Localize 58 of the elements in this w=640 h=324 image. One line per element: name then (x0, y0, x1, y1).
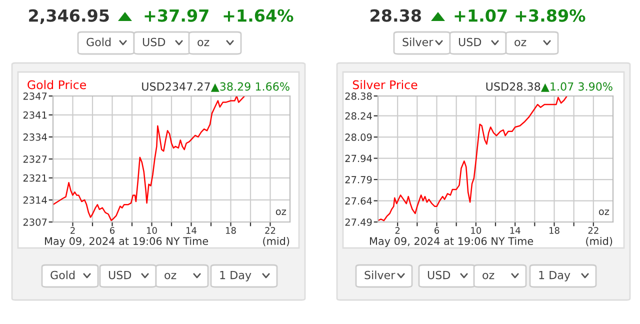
x-tick-label: 10 (147, 227, 157, 234)
y-tick-label: 2314 (23, 196, 47, 204)
y-tick-label: 2327 (23, 155, 47, 163)
y-tick-label: 27.79 (345, 176, 372, 184)
chart-subtitle: USD2347.27 (142, 82, 210, 91)
text: oz (482, 272, 494, 280)
annotation: oz (598, 209, 610, 216)
x-tick-label: 22 (588, 227, 598, 234)
x-tick-label: 10 (471, 227, 482, 234)
y-tick-label: 28.24 (345, 112, 372, 120)
x-tick-label: 18 (550, 227, 560, 234)
text: Silver (364, 270, 396, 280)
x-tick-label: 2 (70, 227, 75, 234)
y-tick-label: 27.64 (345, 197, 372, 205)
y-tick-label: 28.09 (345, 134, 372, 141)
text: USD (458, 38, 482, 46)
text: (mid) (263, 236, 290, 246)
x-tick-label: 14 (186, 227, 196, 234)
x-tick-label: 14 (510, 227, 520, 234)
y-tick-label: 2307 (23, 218, 47, 226)
y-tick-label: 27.49 (345, 218, 372, 226)
x-tick-label: 22 (265, 227, 276, 234)
text: +37.97 (144, 9, 208, 22)
chart-title: Silver Price (352, 80, 418, 90)
text: Silver (402, 38, 434, 46)
text: Gold (50, 270, 75, 280)
text: oz (198, 40, 210, 46)
text: 1 Day (539, 270, 570, 282)
text: +1.07 (454, 9, 507, 22)
chart-title: Gold Price (28, 80, 86, 90)
y-tick-label: 2347 (23, 92, 47, 100)
x-tick-label: 6 (434, 227, 440, 234)
text: USD (142, 38, 166, 46)
text: ▲1.07 3.90% (540, 82, 612, 92)
chart-subtitle: USD28.38 (486, 82, 540, 91)
text: 28.38 (370, 9, 421, 22)
text: (mid) (586, 236, 612, 246)
y-tick-label: 2341 (23, 111, 47, 119)
y-tick-label: 2321 (23, 174, 47, 182)
text: USD (108, 270, 132, 280)
y-tick-label: 2334 (23, 133, 47, 141)
text: USD (428, 270, 450, 280)
text: oz (164, 272, 176, 280)
y-tick-label: 28.38 (345, 92, 372, 100)
text: ▲38.29 1.66% (210, 82, 290, 92)
annotation: oz (276, 209, 286, 216)
text: May 09, 2024 at 19:06 NY Time (370, 236, 534, 248)
text: oz (514, 40, 526, 46)
text: +1.64% (224, 9, 294, 22)
text: Gold (86, 38, 111, 46)
y-tick-label: 27.94 (345, 154, 372, 162)
x-tick-label: 6 (110, 227, 115, 234)
text: May 09, 2024 at 19:06 NY Time (45, 236, 208, 248)
text: +3.89% (516, 9, 586, 22)
x-tick-label: 2 (395, 227, 400, 234)
text: 2,346.95 (29, 9, 109, 24)
text: 1 Day (220, 270, 252, 282)
x-tick-label: 18 (226, 227, 236, 234)
